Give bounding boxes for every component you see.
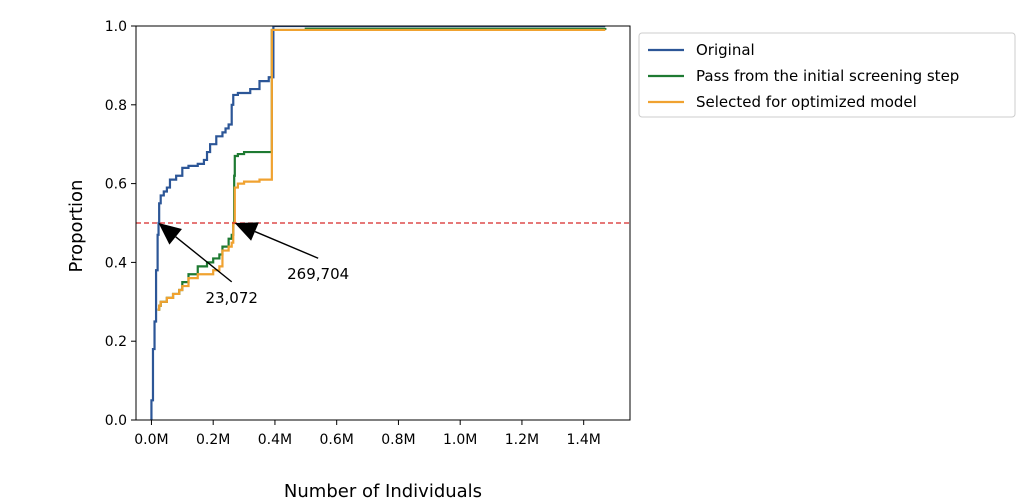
y-tick-label-1: 0.2: [105, 334, 127, 350]
series-line-0: [150, 26, 606, 420]
y-tick-label-2: 0.4: [105, 255, 127, 271]
legend-label-1: Pass from the initial screening step: [696, 67, 959, 85]
series-line-1: [157, 27, 607, 311]
x-tick-label-3: 0.6M: [320, 432, 354, 448]
x-axis-title: Number of Individuals: [284, 481, 482, 501]
y-tick-label-4: 0.8: [105, 98, 127, 114]
legend-label-0: Original: [696, 41, 755, 59]
y-axis-ticks: 0.0 0.2 0.4 0.6 0.8 1.0: [105, 19, 136, 429]
annotation-arrow-shaft-0: [175, 236, 233, 283]
x-tick-label-4: 0.8M: [381, 432, 415, 448]
x-tick-label-1: 0.2M: [196, 432, 230, 448]
annotation-arrow-shaft-1: [254, 230, 319, 259]
plot-frame: [135, 25, 631, 421]
annotation-label-0: 23,072: [205, 289, 258, 307]
y-axis-title: Proportion: [66, 180, 87, 273]
annotation-arrow-head-0: [158, 223, 182, 245]
series-line-2: [157, 28, 606, 311]
y-tick-label-5: 1.0: [105, 19, 127, 35]
x-axis-ticks: 0.0M 0.2M 0.4M 0.6M 0.8M 1.0M 1.2M 1.4M: [134, 420, 601, 448]
annotation-label-1: 269,704: [287, 265, 349, 283]
x-tick-label-6: 1.2M: [505, 432, 539, 448]
legend: Original Pass from the initial screening …: [638, 32, 1016, 118]
annotation-layer: 23,072 269,704: [158, 222, 349, 307]
x-tick-label-5: 1.0M: [443, 432, 477, 448]
y-tick-label-3: 0.6: [105, 177, 127, 193]
annotation-arrow-head-1: [234, 222, 259, 241]
legend-frame: [638, 32, 1016, 118]
x-tick-label-7: 1.4M: [567, 432, 601, 448]
series-layer: [150, 26, 607, 420]
legend-label-2: Selected for optimized model: [696, 93, 917, 111]
y-tick-label-0: 0.0: [105, 413, 127, 429]
x-tick-label-0: 0.0M: [134, 432, 168, 448]
x-tick-label-2: 0.4M: [258, 432, 292, 448]
